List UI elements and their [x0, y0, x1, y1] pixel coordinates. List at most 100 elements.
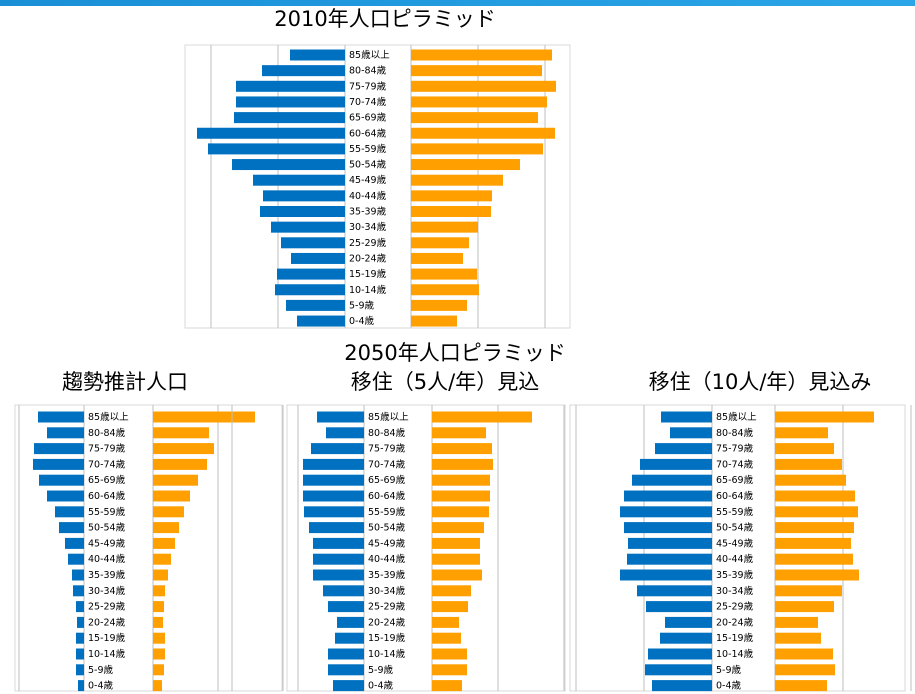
category-label: 20-24歳 [368, 616, 406, 628]
bar-right [775, 648, 833, 660]
bar-right [153, 537, 175, 549]
bar-left [335, 632, 364, 644]
bar-left [337, 616, 364, 628]
category-label: 45-49歳 [88, 537, 126, 549]
bar-left [286, 299, 345, 311]
category-label: 80-84歳 [368, 427, 406, 439]
bar-right [153, 569, 168, 581]
bar-left [68, 553, 84, 565]
bar-left [236, 96, 345, 108]
category-label: 20-24歳 [716, 616, 754, 628]
category-label: 80-84歳 [349, 65, 387, 77]
category-label: 20-24歳 [88, 616, 126, 628]
bar-left [34, 443, 84, 455]
bar-left [628, 537, 712, 549]
category-label: 40-44歳 [88, 553, 126, 565]
bar-left [197, 127, 345, 139]
category-label: 25-29歳 [716, 601, 754, 613]
category-label: 25-29歳 [368, 601, 406, 613]
bar-right [775, 632, 821, 644]
bar-right [153, 522, 179, 534]
bar-right [432, 585, 471, 597]
bar-right [153, 648, 165, 660]
bar-left [76, 601, 84, 613]
category-label: 70-74歳 [88, 458, 126, 470]
category-label: 30-34歳 [349, 221, 387, 233]
bar-left [253, 174, 345, 186]
category-label: 50-54歳 [88, 522, 126, 534]
category-label: 85歳以上 [368, 411, 409, 423]
category-label: 55-59歳 [88, 506, 126, 518]
bar-right [153, 411, 255, 423]
bar-right [411, 237, 469, 249]
chart-title: 移住（5人/年）見込 [351, 370, 539, 394]
category-label: 10-14歳 [349, 284, 387, 296]
bar-left [59, 522, 84, 534]
category-label: 35-39歳 [88, 569, 126, 581]
bar-right [411, 49, 552, 61]
category-label: 60-64歳 [88, 490, 126, 502]
bar-right [411, 252, 463, 264]
bar-right [432, 537, 480, 549]
heading: 2050年人口ピラミッド [344, 341, 565, 365]
bar-right [153, 616, 163, 628]
bar-right [775, 616, 818, 628]
bar-right [775, 411, 874, 423]
category-label: 35-39歳 [368, 569, 406, 581]
category-label: 35-39歳 [716, 569, 754, 581]
bar-right [775, 458, 842, 470]
bar-left [72, 569, 84, 581]
bar-right [411, 96, 547, 108]
category-label: 0-4歳 [368, 680, 394, 692]
bar-left [55, 506, 84, 518]
bar-left [297, 315, 345, 327]
category-label: 15-19歳 [88, 632, 126, 644]
category-label: 75-79歳 [368, 443, 406, 455]
bar-left [670, 427, 712, 439]
top-bar [0, 0, 915, 6]
bar-left [313, 569, 364, 581]
bar-right [153, 601, 164, 613]
bar-right [775, 680, 827, 692]
category-label: 65-69歳 [368, 474, 406, 486]
category-label: 80-84歳 [88, 427, 126, 439]
plot-frame [184, 44, 571, 329]
category-label: 15-19歳 [349, 268, 387, 280]
bar-right [411, 80, 556, 92]
bar-left [328, 601, 364, 613]
bar-right [411, 268, 477, 280]
bar-left [281, 237, 345, 249]
bar-right [411, 159, 520, 171]
bar-left [328, 648, 364, 660]
bar-right [153, 585, 165, 597]
bar-right [432, 664, 467, 676]
bar-left [38, 411, 84, 423]
bar-left [33, 458, 84, 470]
bar-left [260, 206, 345, 217]
chart-title: 趨勢推計人口 [62, 370, 188, 394]
category-label: 85歳以上 [88, 411, 129, 423]
bar-left [620, 569, 712, 581]
bar-right [411, 112, 538, 124]
bar-right [411, 65, 542, 77]
bar-left [660, 632, 712, 644]
bar-right [432, 490, 490, 502]
bar-right [432, 443, 492, 455]
bar-right [153, 490, 190, 502]
category-label: 40-44歳 [349, 190, 387, 202]
category-label: 50-54歳 [716, 522, 754, 534]
bar-left [640, 458, 712, 470]
bar-left [290, 49, 345, 61]
category-label: 0-4歳 [88, 680, 114, 692]
category-label: 75-79歳 [88, 443, 126, 455]
bar-left [263, 190, 345, 202]
category-label: 5-9歳 [368, 664, 394, 676]
bar-left [76, 632, 84, 644]
bar-right [153, 632, 165, 644]
bar-right [411, 221, 478, 233]
plot-frame [14, 404, 283, 692]
bar-right [411, 127, 555, 139]
bar-right [153, 427, 209, 439]
bar-right [411, 190, 492, 202]
bar-left [637, 585, 712, 597]
